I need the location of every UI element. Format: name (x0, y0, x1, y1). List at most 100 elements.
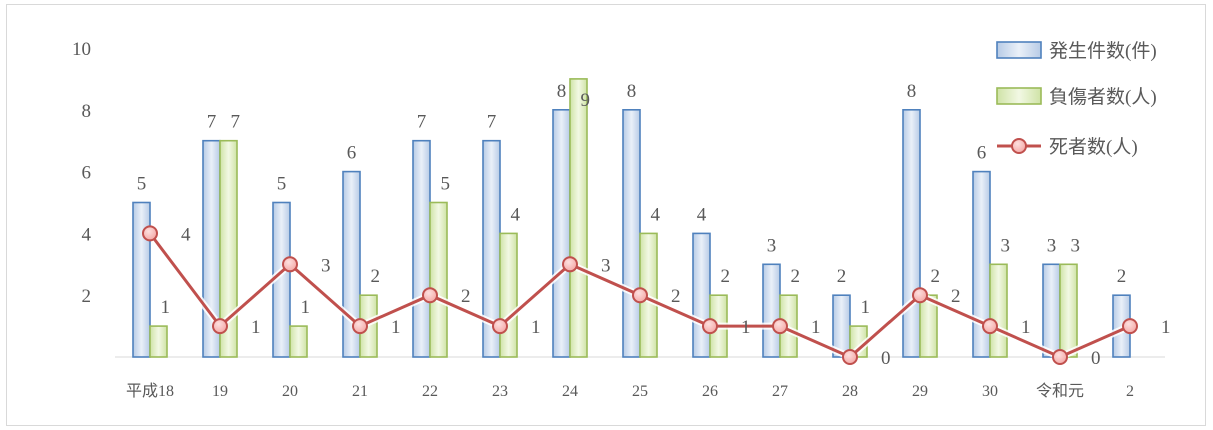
bar-incidents (552, 109, 571, 358)
deaths-marker (772, 318, 788, 335)
deaths-marker (282, 256, 298, 273)
bar-incidents (902, 109, 921, 358)
label-deaths: 1 (811, 317, 821, 338)
bar-injuries (429, 201, 448, 358)
x-tick-label: 19 (212, 383, 228, 400)
label-injuries: 2 (931, 266, 941, 287)
deaths-marker (912, 287, 928, 304)
bar-incidents (762, 263, 781, 358)
bar-injuries (499, 232, 518, 358)
label-incidents: 2 (837, 266, 847, 287)
x-tick-label: 24 (562, 383, 578, 400)
label-injuries: 3 (1001, 235, 1011, 256)
x-tick-label: 22 (422, 383, 438, 400)
deaths-line (142, 225, 1138, 365)
x-axis: 平成18 19 20 21 22 23 24 25 26 27 28 29 30 令和元 2 (126, 382, 1134, 400)
label-incidents: 8 (907, 81, 917, 102)
deaths-marker (702, 318, 718, 335)
label-incidents: 8 (557, 81, 567, 102)
deaths-marker (492, 318, 508, 335)
label-deaths: 4 (181, 224, 191, 245)
label-deaths: 1 (531, 317, 541, 338)
x-tick-label: 23 (492, 383, 508, 400)
label-deaths: 0 (1091, 348, 1101, 369)
label-injuries: 2 (791, 266, 801, 287)
label-incidents: 6 (347, 143, 357, 164)
bar-incidents (412, 139, 431, 358)
bar-incidents (622, 109, 641, 358)
label-deaths: 1 (741, 317, 751, 338)
label-injuries: 4 (511, 204, 521, 225)
label-incidents: 7 (417, 112, 427, 133)
label-injuries: 3 (1071, 235, 1081, 256)
label-deaths: 2 (461, 286, 471, 307)
bar-injuries (219, 139, 238, 358)
x-tick-label: 29 (912, 383, 928, 400)
deaths-marker (632, 287, 648, 304)
label-injuries: 9 (581, 90, 591, 111)
x-tick-label: 26 (702, 383, 718, 400)
label-incidents: 5 (137, 174, 147, 195)
bar-injuries (989, 263, 1008, 358)
y-tick-label: 8 (82, 101, 92, 122)
deaths-marker (212, 318, 228, 335)
label-deaths: 1 (251, 317, 261, 338)
label-deaths: 1 (391, 317, 401, 338)
label-deaths: 0 (881, 348, 891, 369)
label-incidents: 7 (487, 112, 497, 133)
legend-label-injuries: 負傷者数(人) (1049, 86, 1157, 108)
bar-incidents (132, 201, 151, 358)
label-injuries: 5 (441, 174, 451, 195)
x-tick-label: 28 (842, 383, 858, 400)
x-tick-label: 30 (982, 383, 998, 400)
x-tick-label: 20 (282, 383, 298, 400)
label-incidents: 7 (207, 112, 217, 133)
bars (132, 78, 1131, 358)
y-tick-label: 6 (82, 163, 92, 184)
deaths-marker (982, 318, 998, 335)
deaths-marker (562, 256, 578, 273)
label-injuries: 1 (861, 297, 871, 318)
label-deaths: 1 (1161, 317, 1171, 338)
label-deaths: 3 (321, 255, 331, 276)
y-tick-label: 4 (82, 224, 92, 245)
x-tick-label: 平成18 (126, 382, 174, 400)
legend-label-deaths: 死者数(人) (1049, 136, 1138, 158)
deaths-marker (422, 287, 438, 304)
x-tick-label: 令和元 (1036, 382, 1084, 400)
legend: 発生件数(件) 負傷者数(人) 死者数(人) (996, 40, 1157, 158)
label-incidents: 4 (697, 204, 707, 225)
deaths-marker (142, 225, 158, 242)
deaths-marker (842, 349, 858, 365)
label-deaths: 2 (671, 286, 681, 307)
x-tick-label: 25 (632, 383, 648, 400)
label-injuries: 1 (301, 297, 311, 318)
x-tick-label: 21 (352, 383, 368, 400)
label-deaths: 2 (951, 286, 961, 307)
legend-swatch-injuries (996, 87, 1042, 105)
label-incidents: 3 (1047, 235, 1057, 256)
label-incidents: 2 (1117, 266, 1127, 287)
label-incidents: 5 (277, 174, 287, 195)
label-deaths: 3 (601, 255, 611, 276)
legend-label-incidents: 発生件数(件) (1049, 40, 1157, 62)
bar-injuries (569, 78, 588, 358)
label-incidents: 6 (977, 143, 987, 164)
y-tick-label: 2 (82, 286, 92, 307)
x-tick-label: 2 (1126, 383, 1134, 400)
label-injuries: 2 (721, 266, 731, 287)
deaths-marker (352, 318, 368, 335)
deaths-marker (1122, 318, 1138, 335)
legend-swatch-incidents (996, 41, 1042, 59)
bar-injuries (289, 325, 308, 358)
label-incidents: 3 (767, 235, 777, 256)
bar-incidents (692, 232, 711, 358)
label-injuries: 2 (371, 266, 381, 287)
bar-incidents (1042, 263, 1061, 358)
label-deaths: 1 (1021, 317, 1031, 338)
y-tick-label: 10 (72, 39, 91, 60)
bar-injuries (1059, 263, 1078, 358)
x-tick-label: 27 (772, 383, 788, 400)
